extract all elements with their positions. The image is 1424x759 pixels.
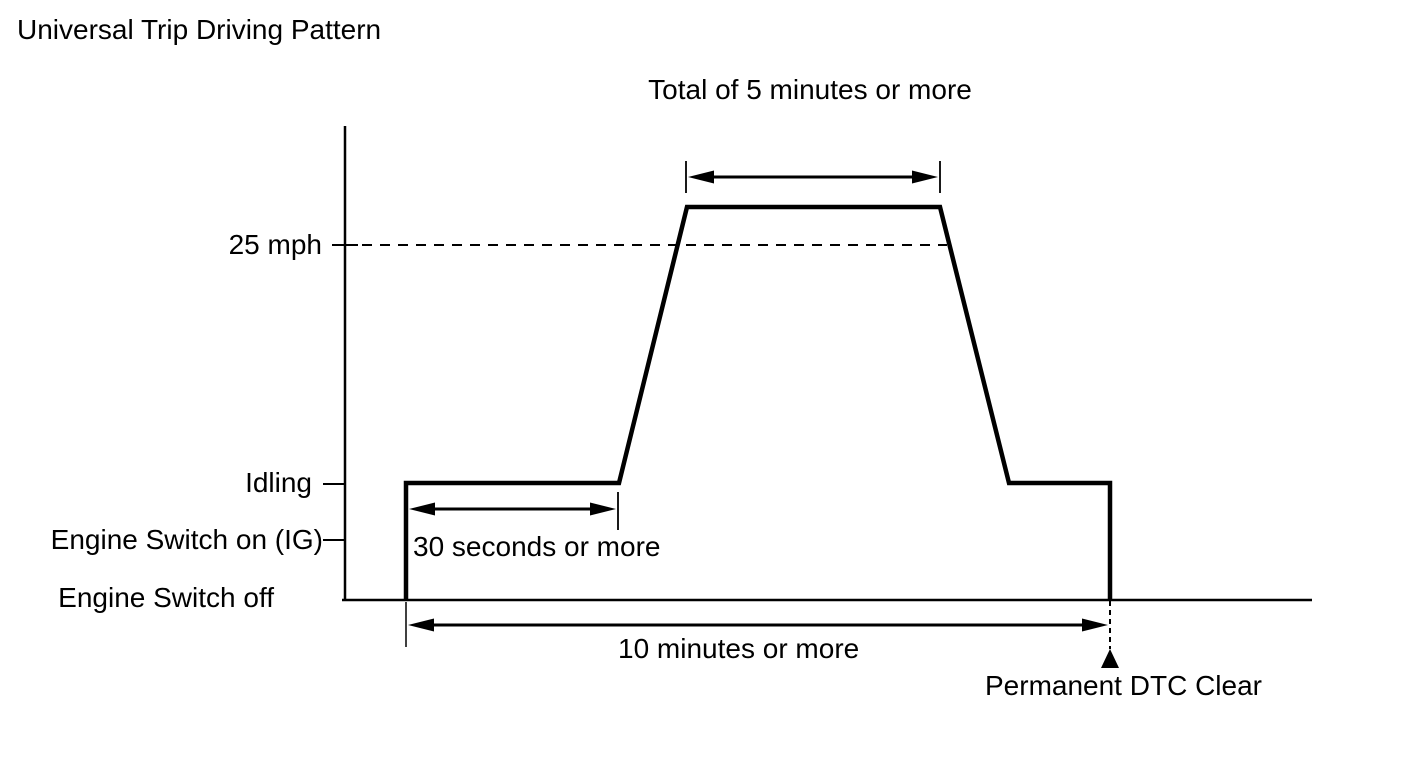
trip-speed-profile-line	[403, 204, 1113, 600]
trip-duration-arrow	[405, 602, 1108, 647]
trip-duration-arrowhead-right-icon	[1082, 618, 1108, 632]
trip-duration-label: 10 minutes or more	[618, 633, 859, 664]
idle-duration-arrowhead-right-icon	[590, 502, 616, 516]
drive-duration-label: Total of 5 minutes or more	[648, 74, 972, 105]
label-engine-switch-on: Engine Switch on (IG)	[51, 524, 323, 555]
idle-duration-label: 30 seconds or more	[413, 531, 660, 562]
dtc-clear-label: Permanent DTC Clear	[985, 670, 1262, 701]
drive-duration-arrow	[685, 161, 941, 193]
label-idling: Idling	[245, 467, 312, 498]
drive-duration-arrowhead-left-icon	[688, 170, 714, 184]
dtc-clear-triangle-marker-icon	[1101, 649, 1119, 668]
label-25mph: 25 mph	[229, 229, 322, 260]
idle-duration-arrowhead-left-icon	[409, 502, 435, 516]
label-engine-switch-off: Engine Switch off	[58, 582, 274, 613]
diagram-title: Universal Trip Driving Pattern	[17, 14, 381, 45]
trip-duration-arrowhead-left-icon	[408, 618, 434, 632]
idle-duration-arrow	[409, 492, 619, 530]
drive-duration-arrowhead-right-icon	[912, 170, 938, 184]
